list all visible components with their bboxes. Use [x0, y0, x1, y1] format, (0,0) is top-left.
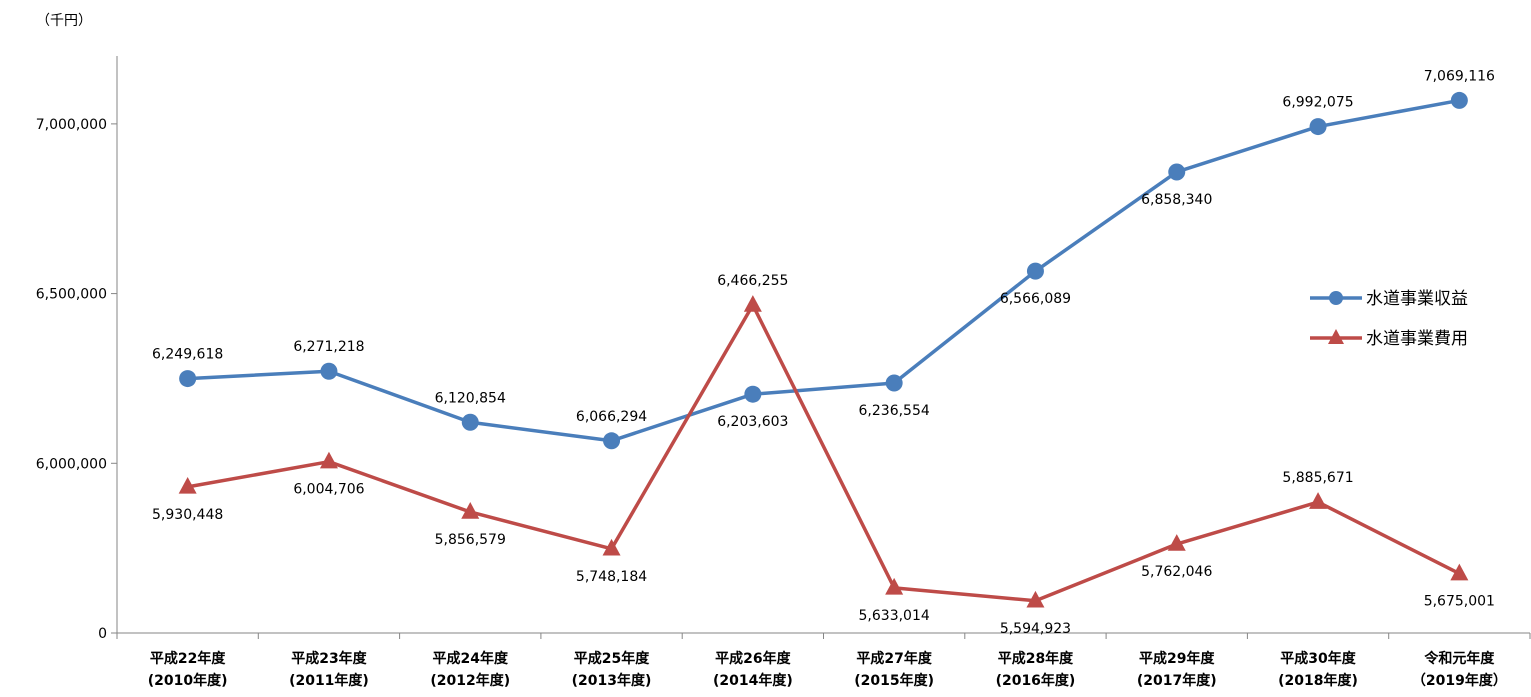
data-point-marker	[885, 577, 904, 595]
y-tick-label: 7,000,000	[36, 117, 107, 133]
x-tick-label: 平成30年度(2018年度)	[1278, 650, 1358, 689]
x-tick-label: 平成24年度(2012年度)	[430, 650, 510, 689]
legend-marker	[1329, 291, 1343, 305]
data-label: 5,748,184	[576, 569, 647, 585]
data-point-marker	[1309, 492, 1328, 509]
data-point-marker	[179, 370, 197, 388]
data-point-marker	[461, 413, 479, 431]
x-tick-label: 令和元年度（2019年度）	[1412, 650, 1507, 689]
data-point-marker	[885, 374, 903, 392]
y-tick-label: 6,000,000	[36, 456, 107, 472]
data-label: 6,120,854	[435, 390, 506, 406]
data-label: 6,203,603	[717, 414, 788, 430]
x-tick-label: 平成22年度(2010年度)	[148, 650, 228, 689]
data-point-marker	[1450, 563, 1469, 581]
legend-label: 水道事業収益	[1366, 289, 1468, 309]
data-point-marker	[743, 295, 762, 312]
series-layer	[178, 91, 1469, 608]
data-point-marker	[744, 385, 762, 403]
x-tick-label: 平成29年度(2017年度)	[1137, 650, 1217, 689]
data-label: 6,858,340	[1141, 192, 1212, 208]
data-label: 6,271,218	[293, 339, 364, 355]
y-axis-unit-label: （千円）	[36, 13, 92, 29]
data-point-marker	[1026, 590, 1045, 608]
x-tick-label: 平成23年度(2011年度)	[289, 650, 369, 689]
data-point-marker	[1167, 534, 1186, 551]
data-point-marker	[319, 451, 338, 469]
data-label: 6,004,706	[293, 482, 364, 498]
axes: 0 6,000,000 6,500,000 7,000,000 平成22年度(2010年…	[36, 56, 1531, 689]
data-label: 6,249,618	[152, 347, 223, 363]
legend-label: 水道事業費用	[1366, 329, 1468, 349]
data-point-marker	[178, 476, 197, 494]
x-tick-label: 平成28年度(2016年度)	[996, 650, 1076, 689]
y-tick-label: 6,500,000	[36, 287, 107, 303]
data-point-marker	[602, 538, 621, 556]
data-label: 6,992,075	[1282, 95, 1353, 111]
data-label: 6,466,255	[717, 273, 788, 289]
data-point-marker	[1450, 91, 1468, 109]
data-label: 6,066,294	[576, 409, 647, 425]
x-tick-label: 平成26年度(2014年度)	[713, 650, 793, 689]
data-labels-layer: 6,249,618 6,271,218 6,120,854 6,066,294 6,20…	[152, 68, 1495, 636]
data-label: 6,236,554	[859, 403, 930, 419]
data-point-marker	[461, 502, 480, 519]
data-point-marker	[1026, 262, 1044, 280]
data-label: 5,762,046	[1141, 564, 1212, 580]
data-label: 5,675,001	[1424, 594, 1495, 610]
data-point-marker	[320, 362, 338, 380]
series-line-1	[187, 98, 1460, 443]
data-label: 6,566,089	[1000, 291, 1071, 307]
x-tick-label: 平成27年度(2015年度)	[854, 650, 934, 689]
y-tick-label: 0	[98, 626, 107, 642]
data-label: 5,633,014	[859, 608, 930, 624]
data-label: 7,069,116	[1424, 68, 1495, 84]
data-point-marker	[1309, 118, 1327, 136]
x-tick-label: 平成25年度(2013年度)	[572, 650, 652, 689]
data-label: 5,885,671	[1282, 470, 1353, 486]
data-label: 5,856,579	[435, 532, 506, 548]
data-point-marker	[603, 432, 621, 450]
legend-marker	[1328, 329, 1344, 344]
data-point-marker	[1168, 163, 1186, 181]
data-label: 5,930,448	[152, 507, 223, 523]
series-line-2	[187, 303, 1461, 603]
data-label: 5,594,923	[1000, 621, 1071, 637]
